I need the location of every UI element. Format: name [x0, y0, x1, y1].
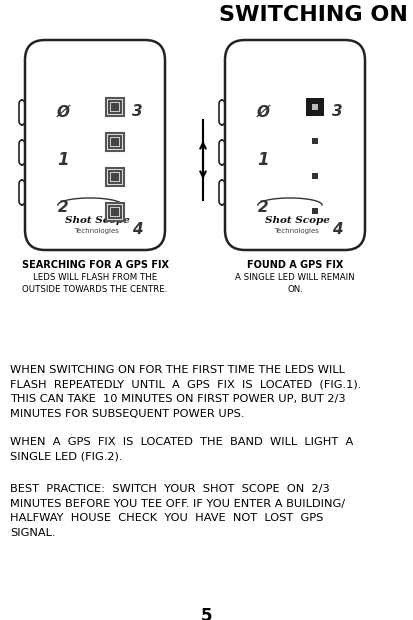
- Bar: [111, 208, 119, 216]
- Text: Ø: Ø: [256, 105, 270, 120]
- Bar: [109, 136, 121, 148]
- FancyBboxPatch shape: [19, 100, 25, 125]
- Text: 4: 4: [132, 223, 142, 237]
- Text: SWITCHING ON: SWITCHING ON: [219, 5, 408, 25]
- Text: 3: 3: [132, 105, 142, 120]
- Text: A SINGLE LED WILL REMAIN
ON.: A SINGLE LED WILL REMAIN ON.: [235, 273, 355, 294]
- Bar: [312, 173, 318, 179]
- Text: WHEN SWITCHING ON FOR THE FIRST TIME THE LEDS WILL: WHEN SWITCHING ON FOR THE FIRST TIME THE…: [10, 365, 345, 375]
- Text: BEST  PRACTICE:  SWITCH  YOUR  SHOT  SCOPE  ON  2/3: BEST PRACTICE: SWITCH YOUR SHOT SCOPE ON…: [10, 484, 330, 494]
- FancyBboxPatch shape: [219, 100, 225, 125]
- Bar: [106, 98, 124, 116]
- Text: 3: 3: [332, 105, 342, 120]
- Bar: [109, 205, 121, 218]
- Text: WHEN  A  GPS  FIX  IS  LOCATED  THE  BAND  WILL  LIGHT  A: WHEN A GPS FIX IS LOCATED THE BAND WILL …: [10, 437, 353, 447]
- Text: Ø: Ø: [57, 105, 69, 120]
- Bar: [106, 133, 124, 151]
- FancyBboxPatch shape: [25, 40, 165, 250]
- FancyBboxPatch shape: [19, 140, 25, 165]
- FancyBboxPatch shape: [225, 40, 365, 250]
- Text: 2: 2: [58, 200, 68, 216]
- Bar: [306, 98, 324, 116]
- Bar: [109, 170, 121, 184]
- Text: SIGNAL.: SIGNAL.: [10, 528, 55, 538]
- Bar: [106, 203, 124, 221]
- Text: SINGLE LED (FIG.2).: SINGLE LED (FIG.2).: [10, 451, 123, 461]
- Text: Shot Scope: Shot Scope: [265, 216, 330, 225]
- FancyBboxPatch shape: [19, 180, 25, 205]
- Text: HALFWAY  HOUSE  CHECK  YOU  HAVE  NOT  LOST  GPS: HALFWAY HOUSE CHECK YOU HAVE NOT LOST GP…: [10, 513, 323, 523]
- Text: 4: 4: [332, 223, 342, 237]
- Bar: [111, 173, 119, 181]
- Text: Shot Scope: Shot Scope: [64, 216, 129, 225]
- FancyBboxPatch shape: [219, 180, 225, 205]
- Text: 1: 1: [57, 151, 69, 169]
- Bar: [109, 100, 121, 113]
- Bar: [311, 104, 318, 110]
- Text: MINUTES FOR SUBSEQUENT POWER UPS.: MINUTES FOR SUBSEQUENT POWER UPS.: [10, 409, 244, 419]
- Bar: [106, 168, 124, 186]
- Text: MINUTES BEFORE YOU TEE OFF. IF YOU ENTER A BUILDING/: MINUTES BEFORE YOU TEE OFF. IF YOU ENTER…: [10, 498, 345, 508]
- Bar: [312, 208, 318, 214]
- Text: LEDS WILL FLASH FROM THE
OUTSIDE TOWARDS THE CENTRE.: LEDS WILL FLASH FROM THE OUTSIDE TOWARDS…: [22, 273, 168, 294]
- Text: THIS CAN TAKE  10 MINUTES ON FIRST POWER UP, BUT 2/3: THIS CAN TAKE 10 MINUTES ON FIRST POWER …: [10, 394, 346, 404]
- Text: FLASH  REPEATEDLY  UNTIL  A  GPS  FIX  IS  LOCATED  (FIG.1).: FLASH REPEATEDLY UNTIL A GPS FIX IS LOCA…: [10, 379, 361, 389]
- FancyBboxPatch shape: [219, 140, 225, 165]
- Text: 1: 1: [257, 151, 269, 169]
- Bar: [312, 138, 318, 144]
- Text: Technologies: Technologies: [275, 228, 319, 234]
- Text: SEARCHING FOR A GPS FIX: SEARCHING FOR A GPS FIX: [21, 260, 169, 270]
- Text: FOUND A GPS FIX: FOUND A GPS FIX: [247, 260, 343, 270]
- Text: 5: 5: [201, 607, 212, 620]
- Bar: [111, 103, 119, 111]
- Text: 2: 2: [258, 200, 268, 216]
- Text: Technologies: Technologies: [75, 228, 119, 234]
- Bar: [111, 138, 119, 146]
